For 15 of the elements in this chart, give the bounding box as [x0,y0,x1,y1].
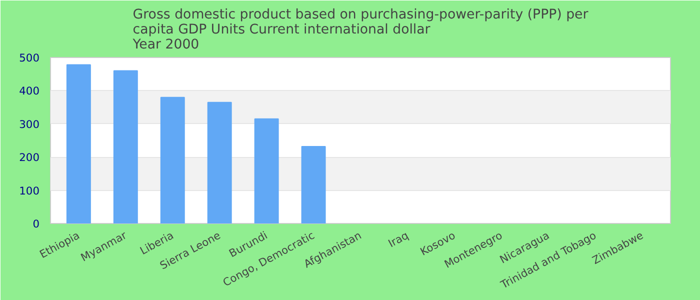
chart-subtitle: Year 2000 [132,38,200,52]
bar [207,102,232,224]
y-tick-label: 300 [19,118,40,131]
y-tick-label: 100 [19,184,40,198]
y-tick-label: 0 [32,218,40,230]
bar [160,96,185,224]
bar [254,118,279,224]
bar [301,146,326,224]
bar [66,64,91,224]
chart-title: Gross domestic product based on purchasing-power-parity (PPP) per capita GDP Units Current international dollar [132,8,589,38]
y-tick-label: 200 [19,151,40,164]
y-tick-label: 400 [19,84,40,98]
x-tick-label: Iraq [386,228,411,250]
y-tick-label: 500 [19,52,40,64]
bar [113,70,138,224]
